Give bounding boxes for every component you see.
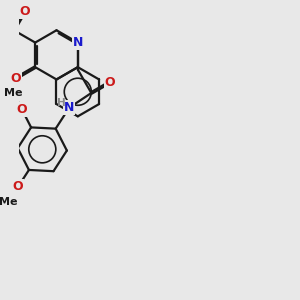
Text: O: O: [16, 103, 27, 116]
Text: N: N: [73, 36, 83, 49]
Text: O: O: [11, 72, 21, 85]
Text: O: O: [105, 76, 116, 89]
Text: Me: Me: [0, 197, 17, 207]
Text: Me: Me: [4, 88, 23, 98]
Text: O: O: [13, 180, 23, 194]
Text: N: N: [64, 101, 74, 114]
Text: O: O: [20, 5, 30, 18]
Text: H: H: [57, 98, 66, 108]
